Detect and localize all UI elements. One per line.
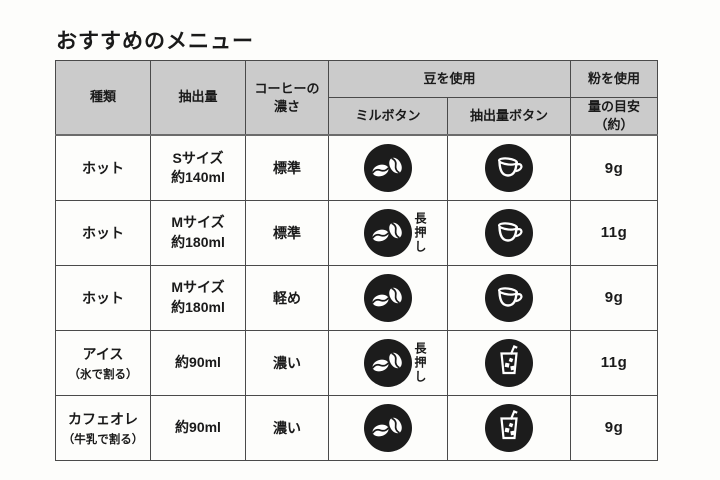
header-cell-powder-amount: 量の目安 （約） <box>570 97 659 137</box>
coffee-beans-icon <box>364 208 412 257</box>
extraction-button-cell <box>446 394 572 461</box>
type-label: アイス <box>82 345 124 362</box>
hot-cup-icon <box>485 273 533 322</box>
header-row-top: 種類 抽出量 コーヒーの 濃さ 豆を使用 粉を使用 <box>55 60 659 137</box>
coffee-beans-icon <box>364 338 412 387</box>
strength-cell: 標準 <box>245 134 329 201</box>
powder-amount-cell: 9g <box>570 134 659 201</box>
extraction-cell: Sサイズ 約140ml <box>150 134 246 201</box>
header-cell-mill-button: ミルボタン <box>328 97 448 137</box>
extraction-cell: Mサイズ 約180ml <box>150 264 246 331</box>
hot-cup-icon <box>485 208 533 257</box>
mill-cell: 長押し <box>328 329 448 396</box>
type-cell: ホット <box>55 264 151 331</box>
mill-cell <box>328 134 448 201</box>
extraction-button-cell <box>446 199 572 266</box>
strength-cell: 軽め <box>245 264 329 331</box>
header-cell-beans-group: 豆を使用 <box>327 60 572 98</box>
recommended-menu-table: 種類 抽出量 コーヒーの 濃さ 豆を使用 粉を使用 ミルボタン 抽出量ボタン 量… <box>55 60 659 461</box>
mill-cell: 長押し <box>328 199 448 266</box>
strength-cell: 濃い <box>245 394 329 461</box>
table-row: ホット Mサイズ 約180ml 軽め 9g <box>55 264 659 331</box>
type-note: （氷で割る） <box>68 368 138 381</box>
header-cell-extraction: 抽出量 <box>150 60 246 137</box>
type-label: ホット <box>82 289 124 306</box>
extraction-cell: 約90ml <box>150 394 246 461</box>
type-cell: アイス （氷で割る） <box>55 329 151 396</box>
mill-cell <box>328 394 448 461</box>
table-row: アイス （氷で割る） 約90ml 濃い 長押し 11g <box>55 329 659 396</box>
powder-amount-cell: 9g <box>570 394 659 461</box>
table-row: ホット Mサイズ 約180ml 標準 長押し 11g <box>55 199 659 266</box>
extraction-cell: Mサイズ 約180ml <box>150 199 246 266</box>
extraction-button-cell <box>446 329 572 396</box>
type-label: ホット <box>82 224 124 241</box>
extraction-button-cell <box>446 264 572 331</box>
extraction-button-cell <box>446 134 572 201</box>
coffee-beans-icon <box>364 403 412 452</box>
coffee-beans-icon <box>364 144 412 193</box>
powder-amount-cell: 11g <box>570 329 659 396</box>
table-row: ホット Sサイズ 約140ml 標準 9g <box>55 134 659 201</box>
type-cell: ホット <box>55 199 151 266</box>
strength-cell: 濃い <box>245 329 329 396</box>
type-label: ホット <box>82 160 124 177</box>
header-cell-strength: コーヒーの 濃さ <box>245 60 329 137</box>
powder-amount-cell: 9g <box>570 264 659 331</box>
iced-glass-icon <box>485 403 533 452</box>
mill-cell <box>328 264 448 331</box>
iced-glass-icon <box>485 338 533 387</box>
type-cell: カフェオレ （牛乳で割る） <box>55 394 151 461</box>
header-cell-type: 種類 <box>55 60 151 137</box>
page-title: おすすめのメニュー <box>56 30 254 54</box>
hot-cup-icon <box>485 144 533 193</box>
header-cell-extraction-button: 抽出量ボタン <box>446 97 572 137</box>
type-label: カフェオレ <box>68 410 138 427</box>
strength-cell: 標準 <box>245 199 329 266</box>
type-note: （牛乳で割る） <box>62 433 144 446</box>
powder-amount-cell: 11g <box>570 199 659 266</box>
long-press-label: 長押し <box>413 211 427 254</box>
type-cell: ホット <box>55 134 151 201</box>
header-row-sub: ミルボタン 抽出量ボタン 量の目安 （約） <box>56 97 659 137</box>
long-press-label: 長押し <box>413 341 427 384</box>
table-row: カフェオレ （牛乳で割る） 約90ml 濃い 9g <box>55 394 659 461</box>
header-cell-powder-group: 粉を使用 <box>570 60 659 98</box>
coffee-beans-icon <box>364 273 412 322</box>
extraction-cell: 約90ml <box>150 329 246 396</box>
